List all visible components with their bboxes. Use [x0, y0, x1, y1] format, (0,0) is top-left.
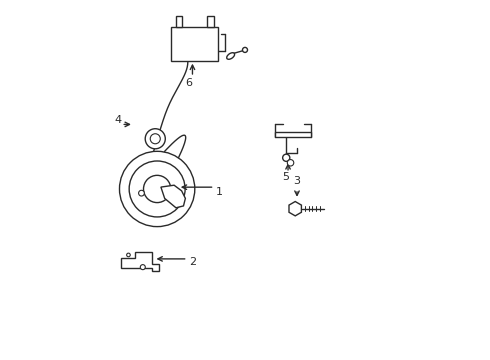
- Polygon shape: [122, 252, 159, 271]
- FancyBboxPatch shape: [172, 27, 218, 61]
- Text: 6: 6: [185, 78, 192, 88]
- Circle shape: [140, 265, 146, 270]
- Circle shape: [145, 129, 165, 149]
- Text: 1: 1: [216, 188, 223, 197]
- Text: 4: 4: [114, 114, 121, 125]
- Circle shape: [170, 190, 176, 196]
- Text: 3: 3: [294, 176, 300, 186]
- Circle shape: [283, 154, 290, 161]
- Circle shape: [126, 253, 130, 257]
- Text: 5: 5: [283, 172, 290, 182]
- Polygon shape: [289, 202, 301, 216]
- Circle shape: [243, 48, 247, 53]
- Circle shape: [120, 151, 195, 226]
- Circle shape: [139, 190, 145, 196]
- Polygon shape: [161, 185, 185, 208]
- Ellipse shape: [227, 53, 235, 59]
- FancyBboxPatch shape: [176, 16, 182, 27]
- Circle shape: [150, 134, 160, 144]
- Circle shape: [144, 175, 171, 203]
- Text: 2: 2: [190, 257, 196, 267]
- Circle shape: [129, 161, 185, 217]
- FancyBboxPatch shape: [207, 16, 214, 27]
- FancyBboxPatch shape: [275, 132, 311, 137]
- Circle shape: [287, 159, 294, 166]
